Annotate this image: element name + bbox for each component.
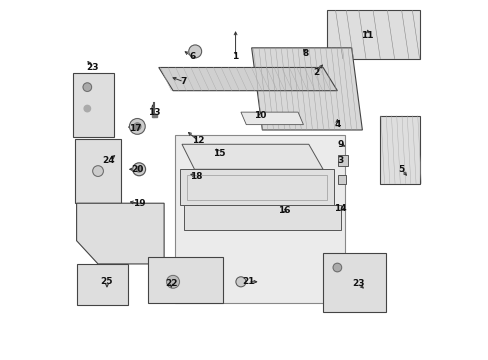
Text: 4: 4 (333, 120, 340, 129)
Text: 25: 25 (101, 277, 113, 286)
Text: 21: 21 (242, 277, 254, 286)
Text: 2: 2 (312, 68, 318, 77)
Text: 14: 14 (333, 204, 346, 213)
Text: 5: 5 (398, 165, 404, 174)
Circle shape (166, 275, 179, 288)
Polygon shape (251, 48, 362, 130)
Polygon shape (337, 155, 347, 166)
Circle shape (129, 118, 145, 134)
Polygon shape (148, 257, 223, 303)
Text: 23: 23 (352, 279, 365, 288)
Polygon shape (159, 67, 337, 91)
Polygon shape (77, 203, 164, 264)
Polygon shape (183, 205, 340, 230)
Polygon shape (75, 139, 121, 203)
Text: 1: 1 (232, 52, 238, 61)
Text: 20: 20 (131, 165, 143, 174)
Polygon shape (380, 116, 419, 184)
Circle shape (188, 45, 201, 58)
Bar (151, 114, 156, 117)
Text: 16: 16 (277, 206, 289, 215)
Polygon shape (323, 253, 385, 312)
Text: 17: 17 (129, 124, 142, 133)
Polygon shape (175, 135, 344, 303)
Polygon shape (241, 112, 303, 125)
Circle shape (235, 277, 245, 287)
Text: 18: 18 (190, 172, 202, 181)
Text: 3: 3 (337, 156, 344, 165)
Circle shape (132, 163, 145, 176)
Text: 19: 19 (133, 199, 145, 208)
Text: 6: 6 (189, 52, 195, 61)
Text: 10: 10 (254, 111, 266, 120)
Circle shape (84, 105, 90, 112)
Polygon shape (326, 10, 419, 59)
Polygon shape (182, 144, 323, 169)
Circle shape (83, 83, 91, 91)
Text: 12: 12 (191, 136, 204, 145)
Text: 13: 13 (147, 108, 160, 117)
Text: 9: 9 (337, 140, 344, 149)
Polygon shape (77, 264, 128, 305)
Polygon shape (180, 169, 333, 205)
Text: 15: 15 (213, 149, 225, 158)
Text: 24: 24 (102, 156, 115, 165)
Circle shape (136, 166, 142, 172)
Circle shape (93, 166, 103, 176)
Text: 8: 8 (302, 49, 308, 58)
Polygon shape (337, 175, 346, 184)
Circle shape (332, 263, 341, 272)
Text: 11: 11 (361, 31, 373, 40)
Text: 7: 7 (180, 77, 186, 86)
Text: 23: 23 (86, 63, 99, 72)
Polygon shape (73, 73, 114, 137)
Circle shape (134, 123, 141, 130)
Text: 22: 22 (164, 279, 177, 288)
